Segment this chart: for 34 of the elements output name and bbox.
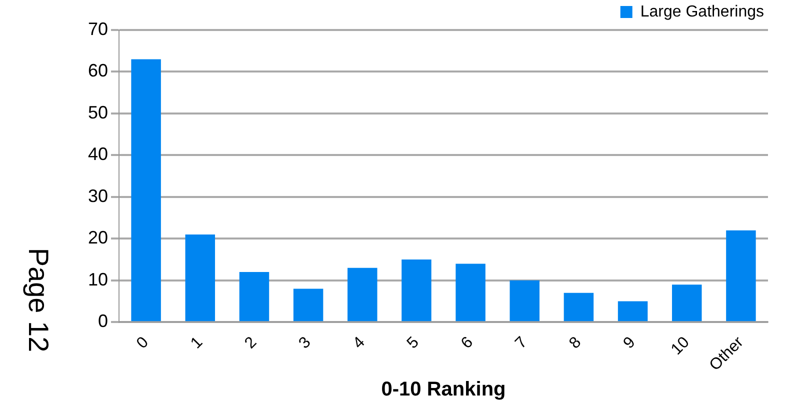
bar	[726, 230, 756, 322]
bar	[185, 234, 216, 322]
y-tick-label: 10	[88, 269, 108, 290]
y-tick-label: 30	[88, 186, 108, 206]
x-axis-title: 0-10 Ranking	[381, 378, 506, 401]
bar	[618, 301, 648, 322]
bar	[510, 280, 540, 322]
x-tick-label: 3	[296, 334, 314, 352]
bar	[672, 284, 702, 322]
x-tick-label: 0	[134, 334, 152, 352]
x-tick-label: 5	[404, 334, 422, 352]
x-tick-label: 9	[620, 334, 639, 352]
bar	[348, 268, 378, 322]
bar	[293, 288, 324, 322]
bar	[131, 59, 161, 322]
y-tick-label: 0	[98, 311, 108, 332]
y-tick-label: 50	[88, 102, 108, 122]
y-tick-label: 70	[88, 18, 108, 39]
bar	[239, 272, 270, 322]
bar	[402, 260, 432, 322]
y-tick-label: 20	[88, 228, 108, 248]
x-tick-label: 7	[512, 334, 531, 352]
x-tick-label: 4	[350, 334, 368, 352]
x-tick-label: 8	[566, 334, 585, 352]
text: Page 12	[22, 248, 54, 352]
x-tick-label: 6	[458, 334, 477, 352]
x-tick-label: 1	[188, 334, 206, 352]
y-tick-label: 60	[88, 60, 108, 81]
legend-label: Large Gatherings	[640, 3, 764, 20]
x-tick-label: 10	[668, 334, 693, 358]
bar	[456, 264, 486, 322]
y-tick-label: 40	[88, 144, 108, 164]
x-tick-label: 2	[242, 334, 260, 352]
bar	[564, 292, 594, 322]
